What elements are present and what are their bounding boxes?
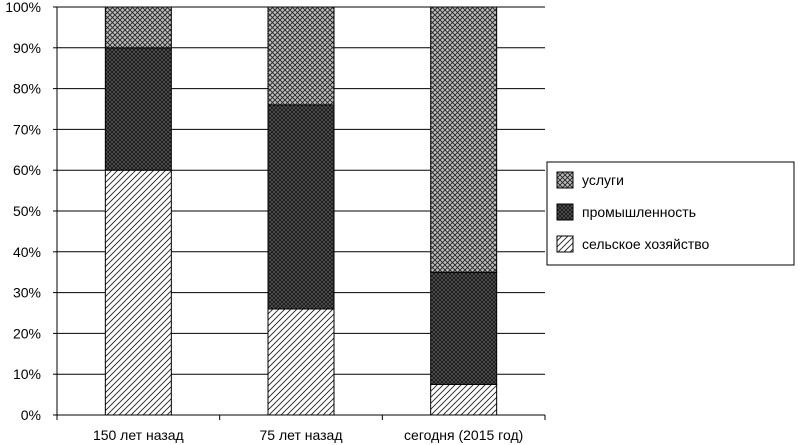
legend-swatch [556,235,574,253]
y-tick-label: 0% [21,407,41,423]
legend-label: промышленность [582,204,696,220]
legend-swatch [556,171,574,189]
legend-swatch [556,203,574,221]
y-tick-labels: 0% 10% 20% 30% 40% 50% 60% 70% 80% 90% 100% [5,0,41,423]
y-tick-label: 60% [13,162,41,178]
x-tick-labels: 150 лет назад 75 лет назад сегодня (2015 г… [93,427,523,443]
bar-segment [430,383,498,416]
legend-box [546,161,795,266]
x-tick-label: 75 лет назад [260,427,343,443]
bar-segment [267,6,335,106]
y-tick-label: 70% [13,121,41,137]
x-tick-label: сегодня (2015 год) [404,427,523,443]
bar-segment [104,6,172,49]
legend-label: услуги [582,172,624,188]
legend-label: сельское хозяйство [582,236,710,252]
y-tick-label: 40% [13,244,41,260]
bar-segment [430,6,498,273]
y-tick-label: 80% [13,81,41,97]
axes [53,6,546,420]
bar-segment [430,271,498,385]
y-tick-label: 50% [13,203,41,219]
bar-segment [267,104,335,310]
legend: услуги промышленность сельское хозяйство [546,161,795,266]
x-tick-label: 150 лет назад [93,427,184,443]
bar-segment [104,169,172,416]
y-tick-label: 10% [13,366,41,382]
bar-segment [104,47,172,171]
y-tick-label: 100% [5,0,41,15]
y-tick-label: 90% [13,40,41,56]
y-tick-label: 30% [13,285,41,301]
bar-segment [267,308,335,416]
bars [104,6,498,416]
y-tick-label: 20% [13,325,41,341]
